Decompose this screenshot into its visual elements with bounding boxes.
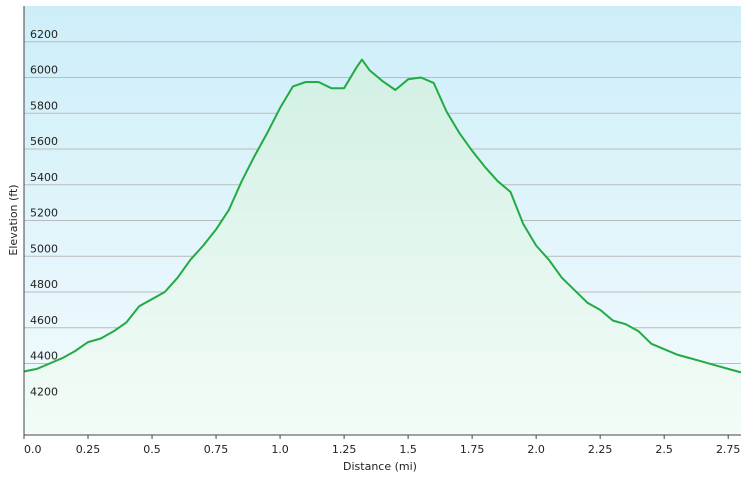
x-tick-label: 2.75 <box>716 443 741 456</box>
x-tick-label: 1.75 <box>460 443 485 456</box>
x-tick-label: 1.25 <box>332 443 357 456</box>
x-tick-label: 0.0 <box>24 443 42 456</box>
x-tick-label: 2.25 <box>588 443 613 456</box>
elevation-line <box>23 58 742 374</box>
x-tick-label: 1.0 <box>271 443 289 456</box>
y-tick-label: 4400 <box>30 350 58 363</box>
x-tick-label: 0.25 <box>76 443 101 456</box>
y-tick-label: 6200 <box>30 28 58 41</box>
y-tick-label: 4600 <box>30 314 58 327</box>
x-tick-label: 0.5 <box>143 443 161 456</box>
y-tick-label: 5600 <box>30 135 58 148</box>
x-tick-labels: 0.0 0.25 0.5 0.75 1.0 1.25 1.5 1.75 2.0 2.25 2.5 2.… <box>23 435 741 456</box>
x-tick-label: 1.5 <box>399 443 417 456</box>
x-tick-label: 2.5 <box>655 443 673 456</box>
y-axis-title: Elevation (ft) <box>7 184 20 255</box>
x-axis-title: Distance (mi) <box>343 460 417 473</box>
y-tick-label: 5800 <box>30 99 58 112</box>
x-tick-label: 0.75 <box>204 443 229 456</box>
y-tick-label: 5400 <box>30 171 58 184</box>
y-tick-label: 4200 <box>30 385 58 398</box>
y-tick-label: 4800 <box>30 278 58 291</box>
y-tick-labels: 4200 4400 4600 4800 5000 5200 5400 5600 5800 6000… <box>30 28 58 399</box>
y-tick-label: 5200 <box>30 207 58 220</box>
elevation-area <box>24 59 741 435</box>
x-tick-label: 2.0 <box>527 443 545 456</box>
y-tick-label: 6000 <box>30 64 58 77</box>
y-tick-label: 5000 <box>30 242 58 255</box>
